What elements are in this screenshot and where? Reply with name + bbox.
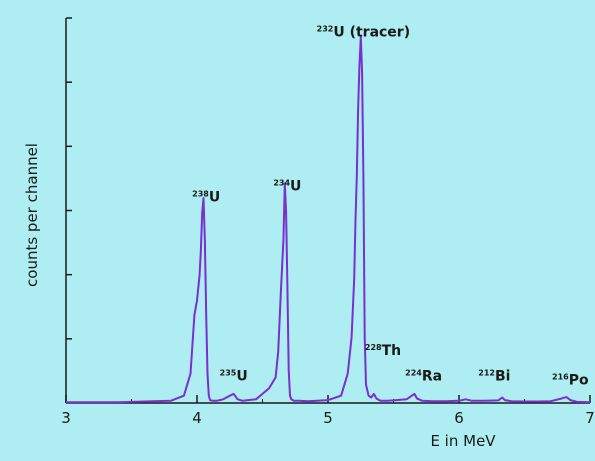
x-tick-label: 4 — [192, 409, 202, 427]
series-layer — [66, 36, 591, 404]
x-tick-label: 5 — [323, 409, 333, 427]
peak-label: 216Po — [552, 372, 589, 388]
ticks — [65, 17, 591, 403]
y-axis-title: counts per channel — [23, 143, 41, 287]
x-axis-title: E in MeV — [430, 432, 496, 450]
x-tick-label: 6 — [454, 409, 464, 427]
peak-label: 235U — [220, 369, 248, 385]
peak-label: 212Bi — [478, 369, 510, 385]
peak-label: 228Th — [365, 343, 401, 359]
x-tick-label: 7 — [585, 409, 595, 427]
x-tick-labels: 3 4 5 6 7 — [61, 409, 595, 427]
peak-label: 232U (tracer) — [317, 25, 410, 41]
spectrum-line — [66, 36, 591, 404]
peak-label: 224Ra — [405, 369, 442, 385]
peak-label: 238U — [192, 189, 220, 205]
x-tick-label: 3 — [61, 409, 71, 427]
axes — [65, 18, 590, 404]
peak-label: 234U — [273, 178, 301, 194]
